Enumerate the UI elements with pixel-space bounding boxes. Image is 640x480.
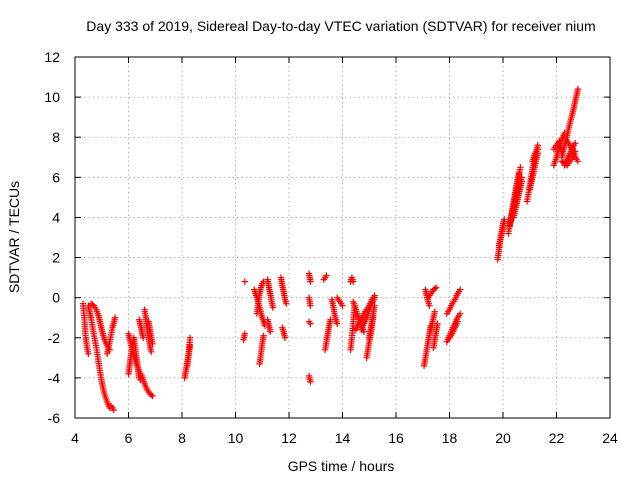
data-point (327, 316, 334, 323)
data-point (148, 348, 155, 356)
data-points (79, 85, 582, 414)
data-point (333, 320, 341, 327)
data-point (517, 164, 524, 171)
x-tick-label: 20 (495, 430, 511, 446)
data-point (574, 85, 582, 93)
x-tick-labels: 4 6 8 10 12 14 16 18 20 22 24 (71, 430, 618, 446)
data-point (307, 278, 314, 285)
x-axis-label: GPS time / hours (288, 458, 395, 474)
data-point (307, 378, 314, 386)
data-point (339, 302, 346, 309)
data-point (434, 320, 441, 327)
data-point (111, 314, 119, 321)
x-tick-label: 4 (71, 430, 79, 446)
y-tick-label: 6 (52, 169, 60, 185)
data-point (269, 304, 277, 311)
data-point (431, 308, 438, 315)
y-tick-label: 4 (52, 209, 60, 225)
x-tick-label: 14 (335, 430, 351, 446)
grid-lines (74, 56, 611, 419)
data-point (574, 158, 582, 165)
x-tick-label: 24 (602, 430, 618, 446)
data-point (350, 278, 357, 285)
data-point (186, 334, 194, 341)
data-point (371, 294, 378, 301)
data-point (283, 300, 290, 307)
data-point (534, 146, 541, 153)
data-point (148, 391, 155, 399)
y-axis-label: SDTVAR / TECUs (6, 181, 22, 293)
x-tick-label: 6 (125, 430, 133, 446)
data-point (140, 334, 147, 341)
data-point (149, 392, 156, 400)
data-point (241, 330, 249, 337)
data-point (137, 376, 144, 384)
data-point (85, 350, 92, 358)
data-point (454, 318, 461, 325)
data-point (281, 334, 289, 341)
data-point (501, 218, 508, 225)
y-tick-label: -4 (48, 370, 61, 386)
data-point (307, 320, 314, 327)
data-point (241, 278, 249, 285)
data-point (323, 272, 330, 279)
y-tick-label: 10 (44, 89, 60, 105)
y-tick-label: 8 (52, 129, 60, 145)
y-tick-label: 12 (44, 49, 60, 65)
y-tick-label: -6 (48, 410, 61, 426)
data-point (457, 286, 464, 293)
y-tick-labels: -6 -4 -2 0 2 4 6 8 10 12 (44, 49, 60, 426)
data-point (431, 285, 438, 292)
y-tick-label: 2 (52, 250, 60, 266)
data-point (149, 340, 156, 347)
data-point (110, 406, 117, 414)
x-tick-label: 16 (388, 430, 404, 446)
data-point (307, 302, 314, 309)
x-tick-label: 18 (442, 430, 458, 446)
data-point (432, 284, 440, 291)
data-point (518, 178, 525, 185)
axis-ticks (74, 56, 611, 419)
x-tick-label: 10 (228, 430, 244, 446)
data-point (371, 302, 378, 309)
chart-title: Day 333 of 2019, Sidereal Day-to-day VTE… (86, 18, 595, 34)
data-point (267, 328, 274, 335)
y-tick-label: -2 (48, 330, 61, 346)
data-point (572, 140, 579, 147)
y-tick-label: 0 (52, 290, 60, 306)
data-point (457, 310, 464, 317)
x-tick-label: 12 (281, 430, 297, 446)
data-point (260, 332, 267, 339)
x-tick-label: 22 (549, 430, 565, 446)
data-point (426, 302, 433, 309)
x-tick-label: 8 (178, 430, 186, 446)
